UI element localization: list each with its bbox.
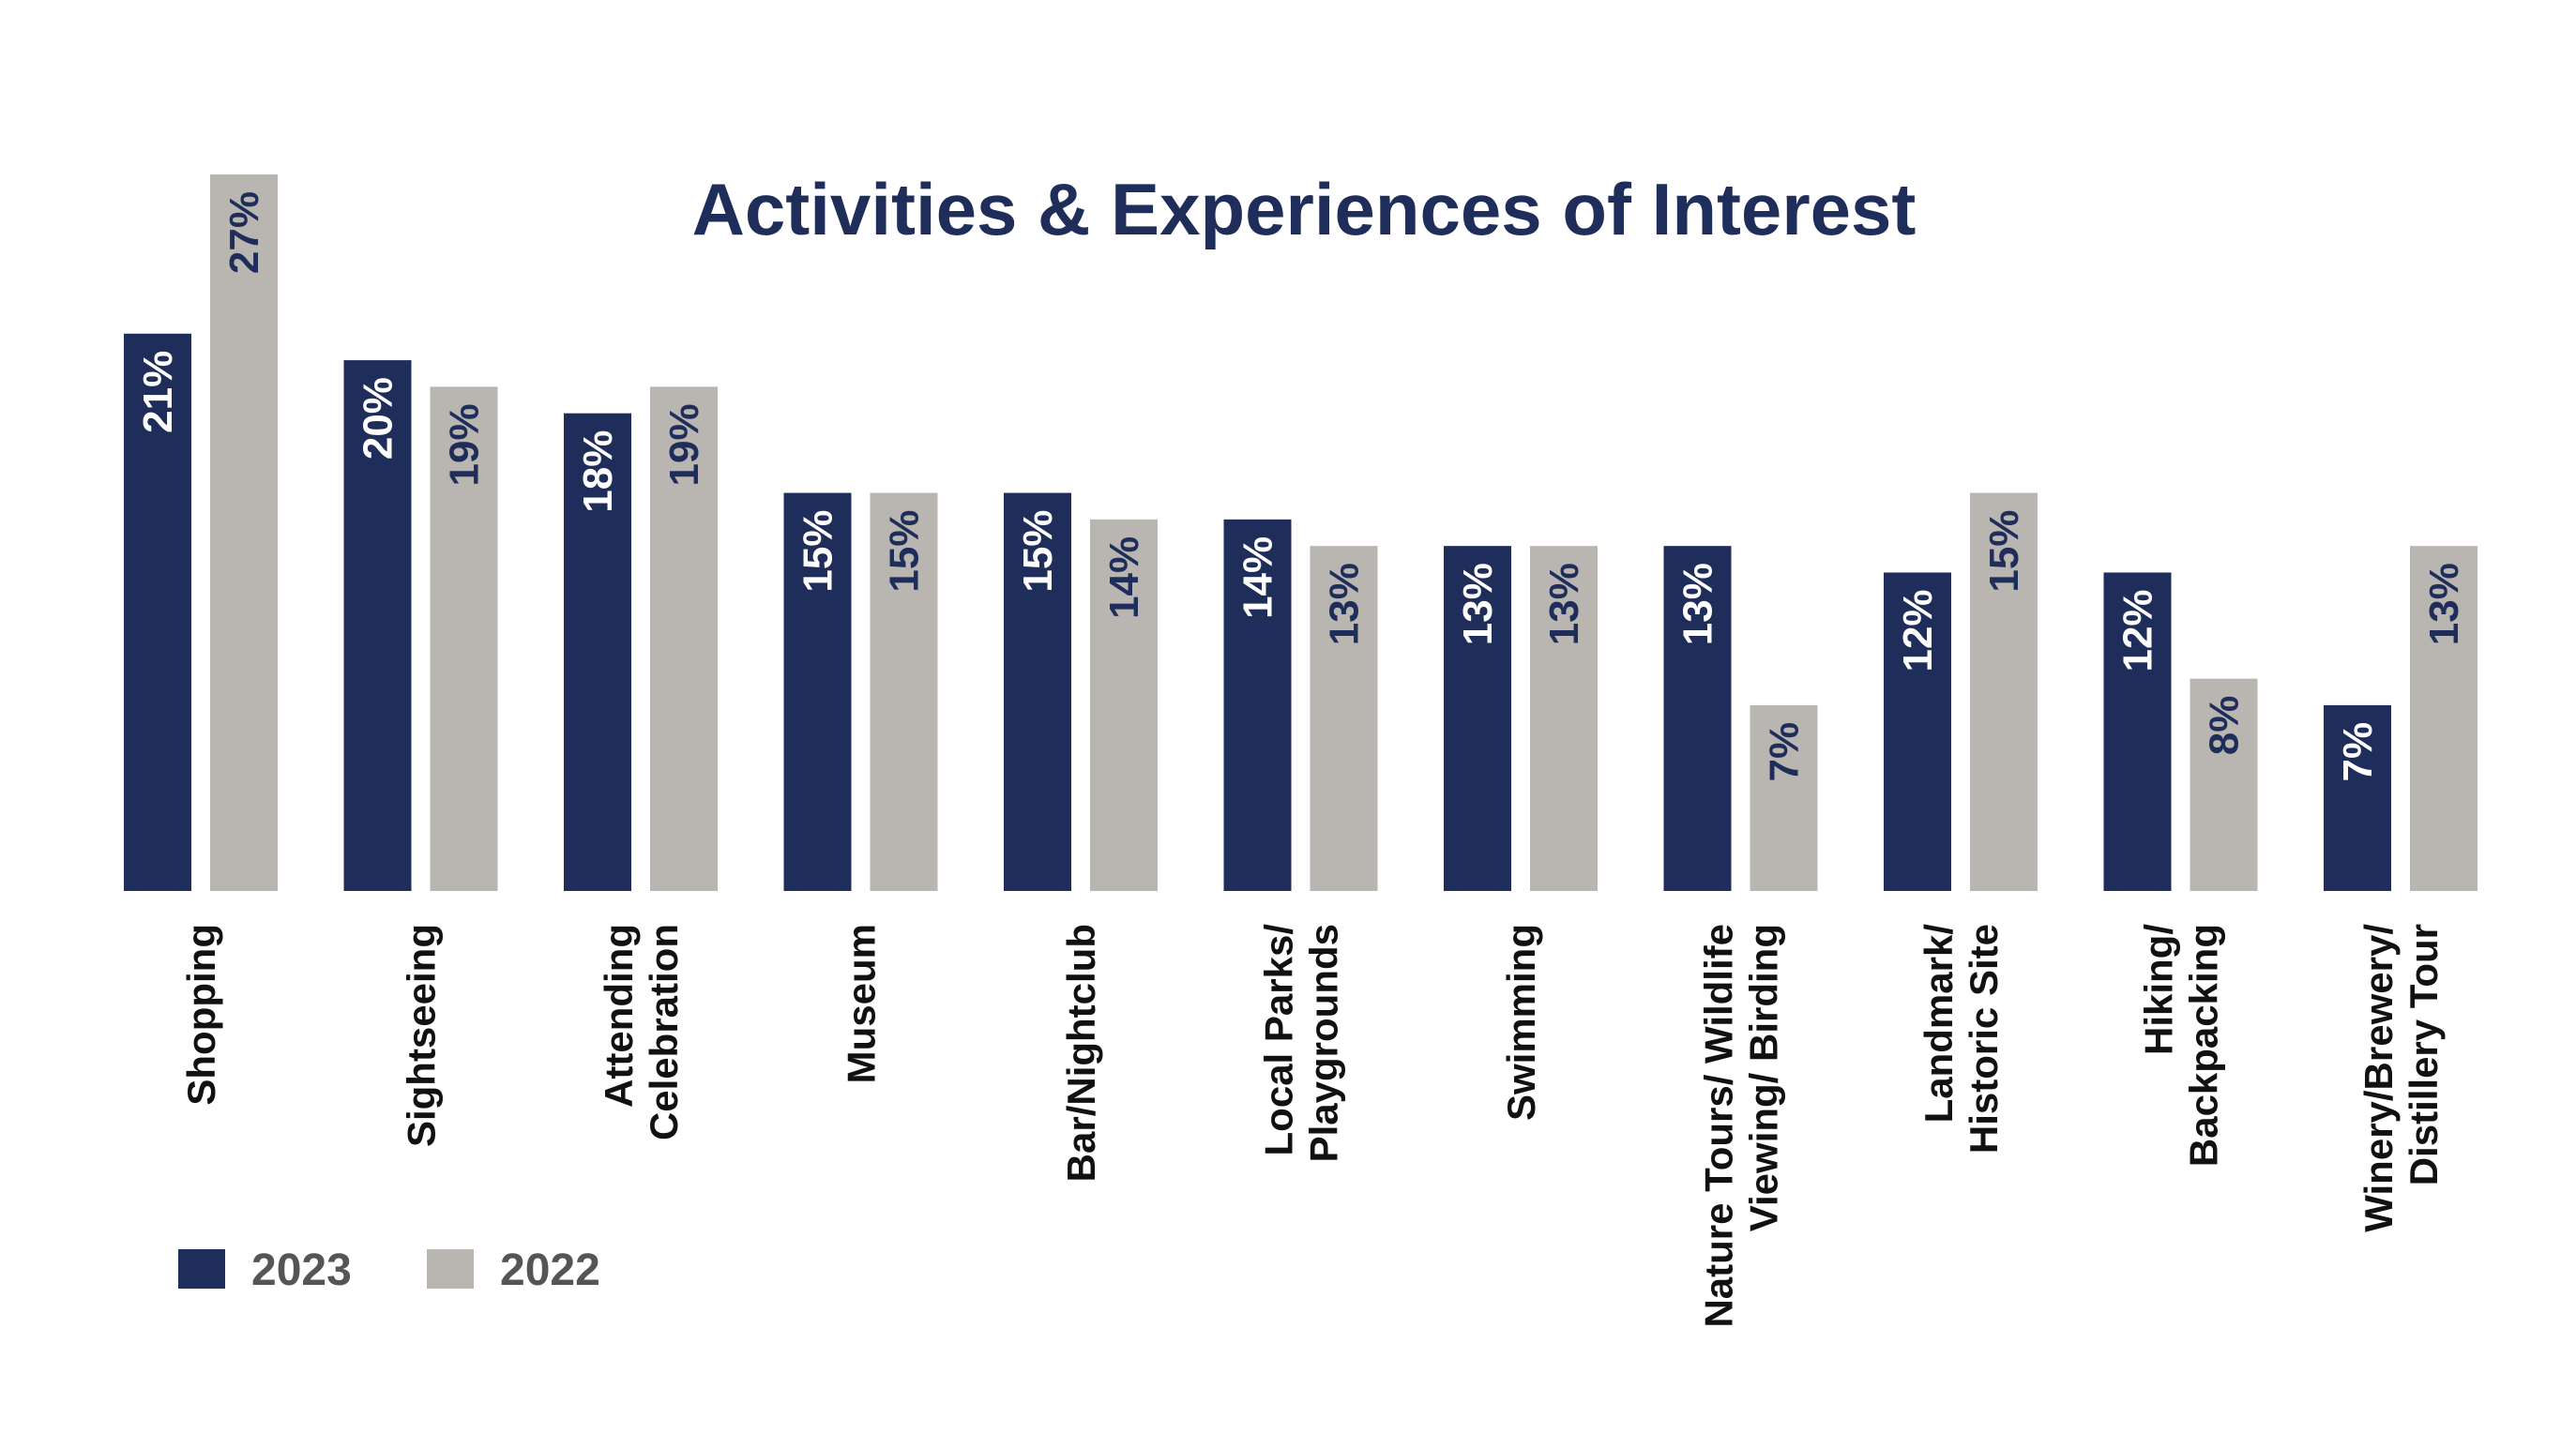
value-label-2022-6: 13% [1541, 563, 1587, 645]
value-label-2022-5: 13% [1322, 563, 1368, 645]
bars-layer [124, 174, 2478, 891]
value-label-2022-10: 13% [2421, 563, 2467, 645]
value-label-2023-2: 18% [575, 430, 621, 513]
bar-2022-2 [650, 386, 718, 891]
value-label-2022-9: 8% [2202, 696, 2248, 756]
category-label-10-line-1: Distillery Tour [2402, 924, 2446, 1185]
category-label-1-line-0: Sightseeing [400, 924, 444, 1147]
bar-2023-8 [1884, 572, 1951, 891]
value-label-2023-6: 13% [1455, 563, 1501, 645]
bar-2023-10 [2324, 704, 2391, 891]
bar-2022-3 [870, 492, 938, 891]
value-label-2022-1: 19% [442, 403, 488, 486]
value-label-2023-8: 12% [1895, 589, 1941, 672]
value-label-2022-2: 19% [661, 403, 707, 486]
bar-2022-10 [2410, 546, 2478, 891]
bar-2022-5 [1310, 546, 1378, 891]
value-label-2023-10: 7% [2335, 722, 2381, 782]
bar-2022-8 [1970, 492, 2038, 891]
category-label-6-line-0: Swimming [1499, 924, 1543, 1121]
category-label-3-line-0: Museum [840, 924, 884, 1083]
value-label-2023-5: 14% [1235, 536, 1281, 619]
value-label-2023-1: 20% [356, 377, 402, 460]
value-label-2022-7: 7% [1762, 722, 1808, 782]
bar-2022-1 [430, 386, 498, 891]
category-label-2-line-1: Celebration [642, 924, 686, 1140]
bar-2023-1 [343, 360, 412, 891]
value-label-2023-9: 12% [2115, 589, 2161, 672]
bar-2023-4 [1004, 492, 1071, 891]
value-label-2023-3: 15% [796, 510, 841, 593]
value-label-2022-3: 15% [882, 510, 928, 593]
bar-2023-9 [2103, 572, 2172, 891]
bar-2023-2 [564, 413, 631, 891]
value-label-2022-8: 15% [1981, 510, 2027, 593]
value-labels-layer: 21% 27% 20% 19% 18% 19% 15% 15% 15% 14% 14% 13% 13% 1… [135, 191, 2467, 782]
category-label-2-line-0: Attending [597, 924, 641, 1108]
bar-2022-7 [1750, 704, 1818, 891]
legend-swatch-2022 [427, 1249, 474, 1289]
category-labels-layer: Shopping Sightseeing Attending Celebration M… [179, 924, 2446, 1328]
chart-title: Activities & Experiences of Interest [692, 168, 1917, 250]
category-label-10-line-0: Winery/Brewery/ [2356, 924, 2401, 1232]
category-label-9-line-1: Backpacking [2182, 924, 2226, 1167]
category-label-7-line-0: Nature Tours/ Wildlife [1697, 924, 1741, 1328]
bar-2023-0 [124, 333, 191, 891]
category-label-4-line-0: Bar/Nightclub [1059, 924, 1103, 1182]
legend-swatch-2023 [178, 1249, 225, 1289]
value-label-2022-4: 14% [1101, 536, 1147, 619]
bar-2023-6 [1444, 546, 1511, 891]
bar-2023-3 [783, 492, 852, 891]
bar-2022-6 [1530, 546, 1598, 891]
legend: 2023 2022 [178, 1245, 600, 1295]
category-label-0-line-0: Shopping [179, 924, 223, 1106]
bar-2022-4 [1090, 519, 1158, 891]
category-label-8-line-0: Landmark/ [1917, 924, 1961, 1124]
category-label-9-line-0: Hiking/ [2137, 924, 2181, 1055]
category-label-5-line-0: Local Parks/ [1257, 924, 1301, 1156]
value-label-2023-7: 13% [1675, 563, 1721, 645]
value-label-2023-0: 21% [135, 351, 181, 433]
bar-2023-5 [1223, 519, 1292, 891]
bar-2022-0 [210, 174, 278, 891]
legend-label-2022: 2022 [500, 1245, 600, 1295]
category-label-5-line-1: Playgrounds [1302, 924, 1346, 1162]
category-label-7-line-1: Viewing/ Birding [1742, 924, 1786, 1231]
category-label-8-line-1: Historic Site [1962, 924, 2006, 1154]
value-label-2023-4: 15% [1015, 510, 1061, 593]
legend-label-2023: 2023 [251, 1245, 352, 1295]
bar-2023-7 [1663, 546, 1732, 891]
bar-2022-9 [2190, 678, 2258, 891]
value-label-2022-0: 27% [221, 191, 267, 274]
